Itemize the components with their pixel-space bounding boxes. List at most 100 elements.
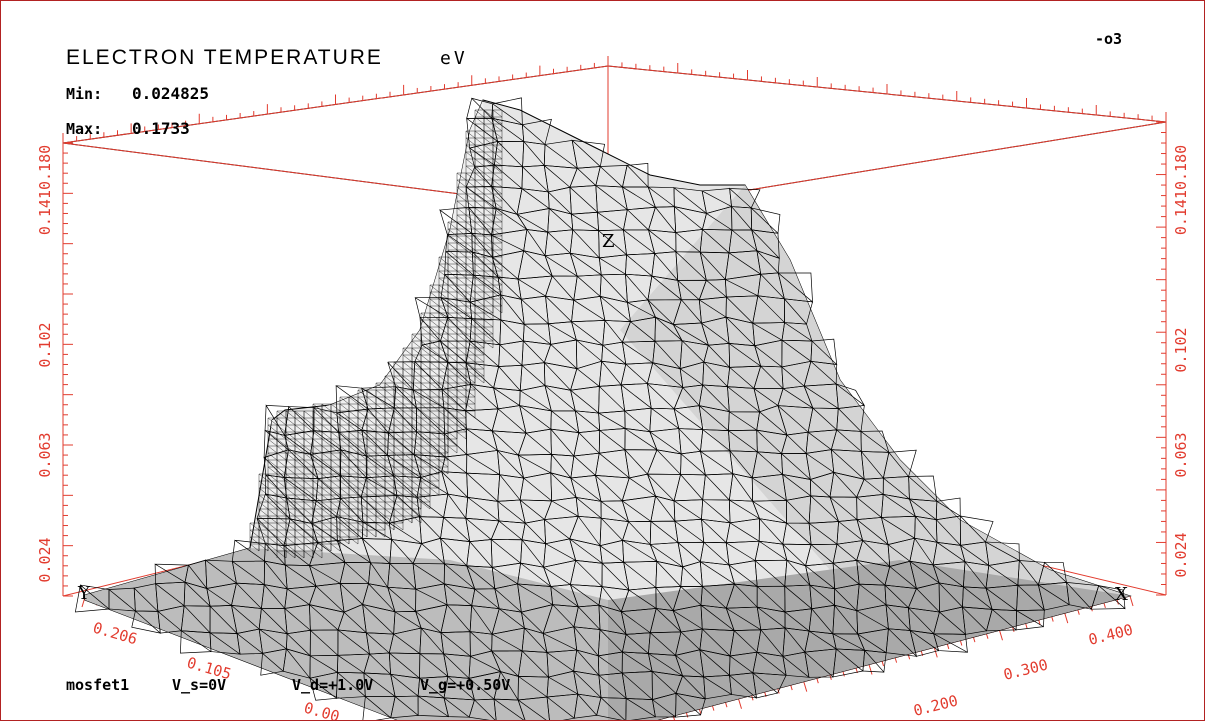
tick-mark xyxy=(959,640,963,646)
mesh-cell xyxy=(493,698,526,720)
tick-mark xyxy=(672,715,676,720)
vd-label: V_d=+1.0V xyxy=(292,676,373,694)
mesh-cell xyxy=(651,692,677,718)
y-tick-label: 0.206 xyxy=(91,619,139,649)
mesh-cell xyxy=(362,695,396,720)
z-tick-label: 0.1410.180 xyxy=(1172,145,1190,235)
z-tick-label: 0.102 xyxy=(1172,327,1190,372)
z-tick-label: 0.024 xyxy=(1172,532,1190,577)
tick-mark xyxy=(1051,616,1054,622)
z-tick-label: 0.063 xyxy=(36,432,54,477)
tick-mark xyxy=(933,647,938,658)
mesh-cell xyxy=(933,633,968,653)
tick-mark xyxy=(685,712,689,718)
z-tick-label: 0.1410.180 xyxy=(36,145,54,235)
mesh-cell xyxy=(1037,582,1070,611)
mesh-cell xyxy=(703,674,732,700)
x-tick-label: 0.400 xyxy=(1087,620,1135,648)
mesh-cell xyxy=(573,693,602,719)
z-tick-label: 0.024 xyxy=(36,537,54,582)
tick-mark xyxy=(894,657,898,663)
tick-mark xyxy=(1064,612,1069,624)
tick-mark xyxy=(698,708,702,715)
y-tick-label: 0.00 xyxy=(302,699,342,721)
mesh-cell xyxy=(390,695,419,719)
tick-mark xyxy=(724,702,728,708)
mesh-cell xyxy=(483,340,494,349)
mesh-cell xyxy=(312,550,323,559)
mesh-cell xyxy=(411,515,422,524)
mesh-cell xyxy=(468,698,497,720)
top-ticks xyxy=(62,56,1167,143)
tick-mark xyxy=(1103,602,1106,608)
mesh-cell xyxy=(131,610,161,634)
mesh-cell xyxy=(282,648,311,680)
tick-mark xyxy=(1077,609,1080,615)
z-tick-label: 0.102 xyxy=(36,322,54,367)
tick-mark xyxy=(1012,626,1015,632)
tick-mark xyxy=(711,705,715,711)
mesh-cell xyxy=(108,587,136,612)
temperature-surface xyxy=(84,99,1132,720)
z-ticks-left xyxy=(63,142,73,597)
mesh-cell xyxy=(375,529,386,538)
plot-id: -o3 xyxy=(1095,30,1122,48)
mesh-cell xyxy=(804,648,837,678)
surface-shade xyxy=(260,100,490,520)
z-ticks-right xyxy=(1156,121,1166,596)
tick-mark xyxy=(816,678,819,684)
mesh-cell xyxy=(474,375,485,384)
mesh-cell xyxy=(438,466,449,475)
mesh-cell xyxy=(546,693,579,720)
tick-mark xyxy=(842,671,845,677)
surface-mesh xyxy=(74,97,1126,720)
tick-mark xyxy=(790,684,793,691)
z-tick-labels-right: 0.024 0.063 0.102 0.1410.180 xyxy=(1172,145,1190,578)
mesh-cell xyxy=(986,608,1017,632)
tick-mark xyxy=(1129,595,1134,607)
tick-mark xyxy=(738,698,742,709)
mesh-cell xyxy=(236,628,263,655)
mesh-cell xyxy=(330,543,341,552)
tick-mark xyxy=(868,664,873,675)
mesh-cell xyxy=(729,672,757,699)
z-axis-letter: Z xyxy=(602,231,615,252)
max-value: 0.1733 xyxy=(132,119,190,138)
min-label: Min: xyxy=(66,85,102,103)
x-axis-letter: X xyxy=(1115,584,1128,605)
tick-mark xyxy=(881,660,885,667)
device-name: mosfet1 xyxy=(66,676,129,694)
mesh-cell xyxy=(309,671,338,701)
mesh-cell xyxy=(74,584,110,613)
z-tick-label: 0.063 xyxy=(1172,432,1190,477)
y-axis-letter: Y xyxy=(77,583,91,604)
mesh-cell xyxy=(1066,581,1100,610)
mesh-cell xyxy=(1090,585,1126,610)
mesh-cell xyxy=(348,536,359,545)
mesh-cell xyxy=(832,648,866,678)
mesh-cell xyxy=(961,606,993,635)
tick-mark xyxy=(803,681,808,692)
mesh-cell xyxy=(675,692,706,718)
mesh-cell xyxy=(596,696,627,720)
mesh-cell xyxy=(625,697,656,720)
surface-shade xyxy=(608,560,1130,720)
vs-label: V_s=0V xyxy=(172,676,226,694)
tick-mark xyxy=(1025,623,1028,629)
tick-mark xyxy=(972,636,976,643)
mesh-cell xyxy=(447,445,458,454)
mesh-cell xyxy=(157,605,185,634)
mesh-cell xyxy=(420,501,431,510)
mesh-cell xyxy=(456,431,467,440)
mesh-cell xyxy=(336,671,366,699)
mesh-cell xyxy=(443,696,475,718)
tick-mark xyxy=(751,695,754,701)
min-value: 0.024825 xyxy=(132,84,209,103)
tick-mark xyxy=(999,630,1003,641)
max-label: Max: xyxy=(66,120,102,138)
mesh-cell xyxy=(862,649,887,673)
x-tick-label: 0.200 xyxy=(912,691,960,719)
tick-mark xyxy=(946,643,950,650)
surface-shade xyxy=(620,185,1130,650)
